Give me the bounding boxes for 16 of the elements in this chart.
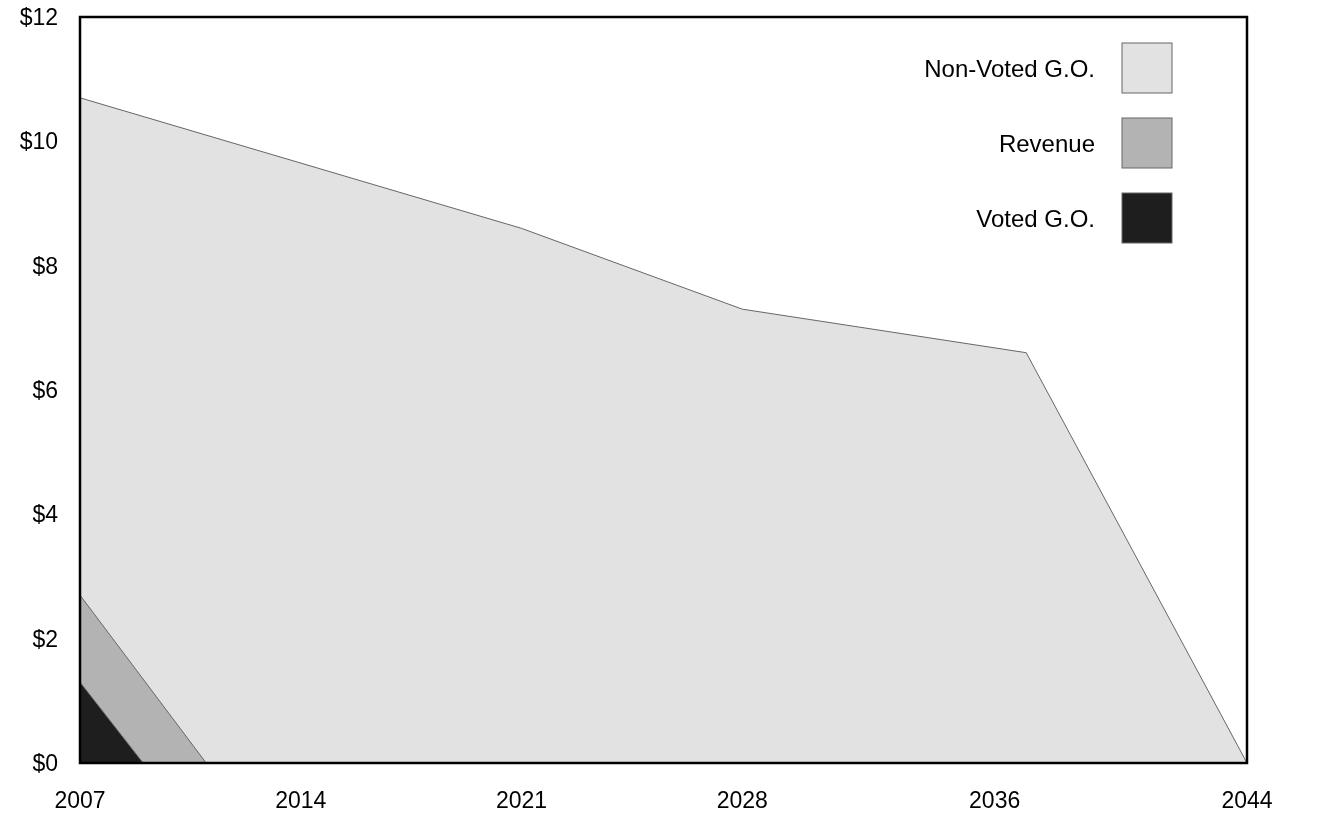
- x-tick-label: 2014: [275, 787, 327, 813]
- legend-label: Revenue: [998, 129, 1095, 157]
- x-tick-label: 2007: [54, 787, 106, 813]
- x-tick-label: 2021: [495, 787, 548, 813]
- legend-label: Voted G.O.: [976, 204, 1095, 232]
- y-tick-label: $6: [32, 377, 58, 403]
- y-tick-label: $2: [32, 625, 58, 652]
- y-tick-label: $0: [32, 750, 58, 776]
- y-tick-label: $4: [32, 501, 59, 528]
- y-tick-label: $10: [19, 128, 58, 155]
- y-tick-label: $8: [32, 252, 58, 279]
- x-tick-label: 2036: [969, 787, 1021, 813]
- x-tick-label: 2044: [1221, 787, 1273, 813]
- legend-label: Non-Voted G.O.: [924, 54, 1095, 82]
- y-tick-label: $12: [19, 4, 58, 30]
- x-tick-label: 2028: [716, 787, 768, 813]
